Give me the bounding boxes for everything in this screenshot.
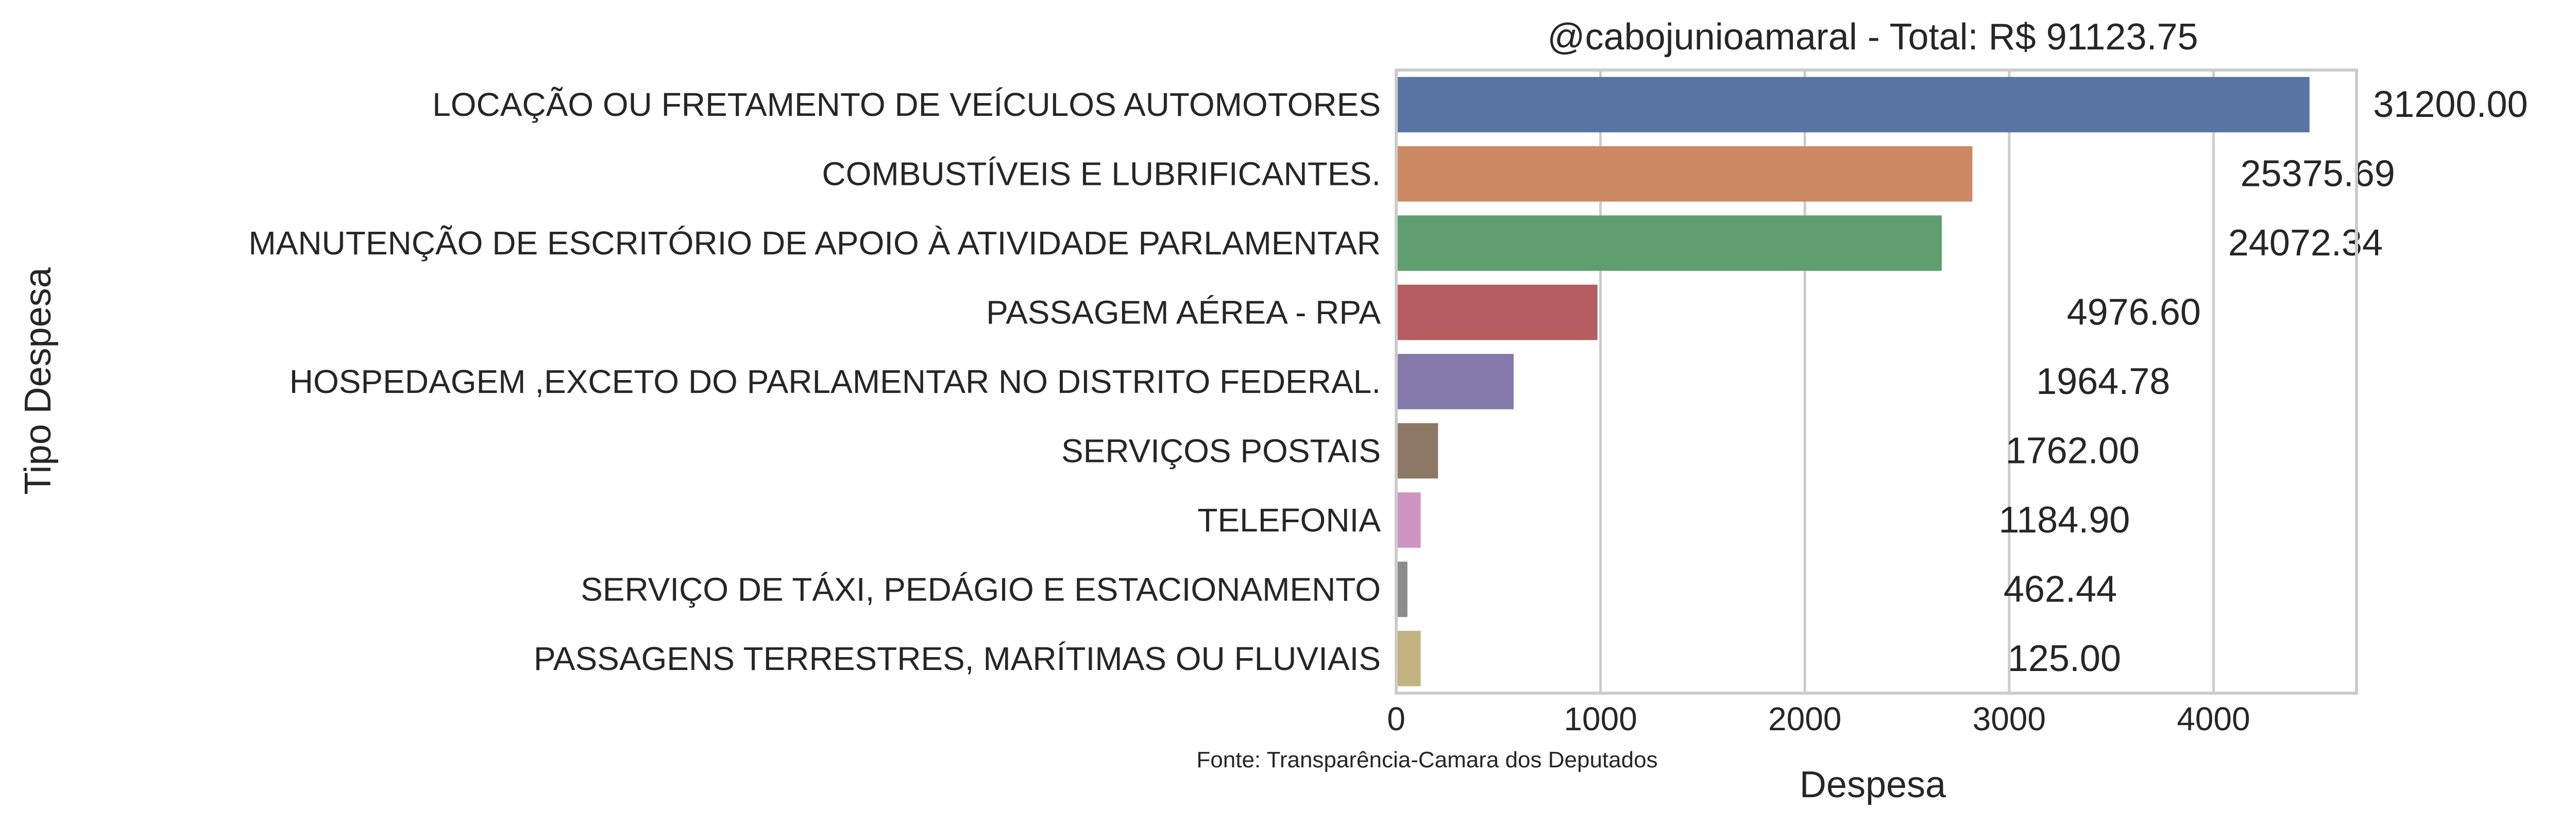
x-tick-label: 2000 [1768,700,1841,737]
bar [1396,354,1514,409]
x-axis-label: Despesa [1800,764,1946,805]
value-label: 31200.00 [2373,84,2528,125]
value-labels: 31200.00 25375.69 24072.34 4976.60 1964.78 17… [1998,84,2528,679]
y-axis-label: Tipo Despesa [18,267,59,495]
category-label: SERVIÇO DE TÁXI, PEDÁGIO E ESTACIONAMENT… [581,571,1381,608]
plot-frame [1395,68,2358,695]
value-label: 1184.90 [1998,500,2130,541]
category-label: COMBUSTÍVEIS E LUBRIFICANTES. [822,156,1381,193]
category-label: LOCAÇÃO OU FRETAMENTO DE VEÍCULOS AUTOMO… [432,86,1381,123]
bars [1396,77,2310,686]
bar [1396,77,2310,132]
bar [1396,492,1421,548]
category-label: TELEFONIA [1197,502,1381,539]
x-tick-label: 0 [1387,700,1405,737]
bar [1396,423,1438,479]
value-label: 25375.69 [2240,153,2395,195]
value-label: 1964.78 [2036,361,2170,402]
x-tick-label: 3000 [1973,700,2046,737]
x-tick-label: 4000 [2177,700,2250,737]
source-note: Fonte: Transparência-Camara dos Deputado… [1196,747,1657,772]
value-label: 125.00 [2008,638,2121,679]
category-label: PASSAGEM AÉREA - RPA [986,294,1381,331]
chart-title: @cabojunioamaral - Total: R$ 91123.75 [1547,16,2198,58]
category-label: SERVIÇOS POSTAIS [1061,432,1381,469]
value-label: 462.44 [2004,569,2117,610]
category-label: MANUTENÇÃO DE ESCRITÓRIO DE APOIO À ATIV… [248,225,1381,262]
bar [1396,561,1408,617]
category-labels: LOCAÇÃO OU FRETAMENTO DE VEÍCULOS AUTOMO… [248,86,1381,677]
bar [1396,284,1598,340]
value-label: 1762.00 [2006,430,2140,471]
x-tick-label: 1000 [1564,700,1637,737]
category-label: PASSAGENS TERRESTRES, MARÍTIMAS OU FLUVI… [534,640,1381,677]
bar [1396,215,1942,271]
value-label: 24072.34 [2228,222,2383,264]
bar [1396,146,1973,202]
value-label: 4976.60 [2067,292,2201,333]
x-ticks: 0 1000 2000 3000 4000 [1387,700,2250,737]
category-label: HOSPEDAGEM ,EXCETO DO PARLAMENTAR NO DIS… [290,363,1381,400]
bar [1396,631,1421,686]
